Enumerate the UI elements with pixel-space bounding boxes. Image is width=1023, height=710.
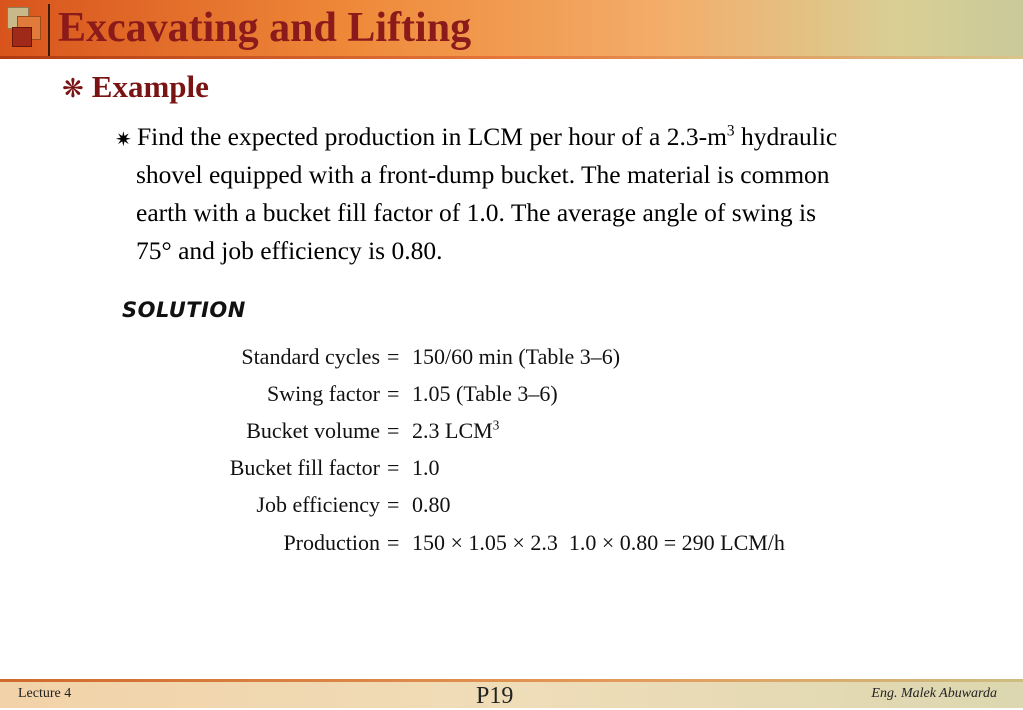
bullet-flower-icon: ❋ [62,74,84,104]
footer-divider [0,679,1023,682]
bullet-example: ❋ Example [62,68,209,108]
title-underline [0,56,1023,59]
problem-line-1-pre: Find the expected production in LCM per … [137,122,727,151]
footer-lecture: Lecture 4 [18,686,72,701]
problem-line-4: 75° and job efficiency is 0.80. [136,236,443,265]
bullet-star-icon: ✷ [115,127,132,151]
slide-title: Excavating and Lifting [58,5,472,51]
solution-row-swing-factor: Swing factor = 1.05 (Table 3–6) [0,379,1023,409]
footer-page-number: P19 [476,683,514,709]
footer-bar [0,682,1023,708]
solution-row-label: Swing factor [266,381,380,406]
solution-row-label: Bucket fill factor [229,455,380,480]
title-divider [48,4,50,56]
problem-line-1-sup: 3 [726,122,735,140]
bullet-example-text: Example [91,69,209,104]
solution-row-label: Standard cycles [241,344,380,369]
slide-logo-icon [0,0,50,56]
solution-row-equals: = [387,455,400,480]
footer-author: Eng. Malek Abuwarda [871,686,997,701]
solution-row-equals: = [387,381,400,406]
solution-row-label: Bucket volume [246,418,380,443]
solution-row-value: 150/60 min (Table 3–6) [412,344,621,369]
problem-line-1-post: hydraulic [734,122,838,151]
solution-row-label: Production [283,530,380,555]
solution-row-label: Job efficiency [256,492,380,517]
title-bar [0,0,1023,56]
problem-line-1: Find the expected production in LCM per … [137,118,837,156]
solution-row-standard-cycles: Standard cycles = 150/60 min (Table 3–6) [0,342,1023,372]
solution-row-equals: = [387,344,400,369]
bucket-volume-value: 2.3 LCM [412,418,493,443]
solution-row-value: 2.3 LCM3 [412,416,499,446]
solution-row-value: 1.05 (Table 3–6) [412,381,558,406]
bucket-volume-sup: 3 [492,417,500,433]
solution-row-bucket-volume: Bucket volume = 2.3 LCM3 [0,416,1023,446]
solution-row-equals: = [387,418,400,443]
solution-row-production: Production = 150 × 1.05 × 2.3 1.0 × 0.80… [0,528,1023,558]
solution-row-value: 1.0 [412,455,440,480]
solution-heading: SOLUTION [122,298,246,322]
solution-row-value: 0.80 [412,492,451,517]
logo-square-red [12,27,32,47]
solution-row-value: 150 × 1.05 × 2.3 1.0 × 0.80 = 290 LCM/h [412,530,785,555]
solution-row-job-efficiency: Job efficiency = 0.80 [0,490,1023,520]
solution-row-equals: = [387,530,400,555]
solution-row-bucket-fill-factor: Bucket fill factor = 1.0 [0,453,1023,483]
solution-row-equals: = [387,492,400,517]
problem-line-3: earth with a bucket fill factor of 1.0. … [136,198,816,227]
problem-line-2: shovel equipped with a front-dump bucket… [136,160,830,189]
